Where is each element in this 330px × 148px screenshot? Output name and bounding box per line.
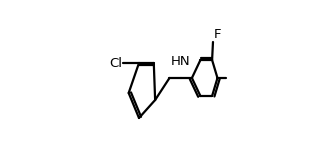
Text: F: F [214, 28, 221, 41]
Text: Cl: Cl [110, 57, 122, 70]
Text: HN: HN [171, 55, 190, 68]
